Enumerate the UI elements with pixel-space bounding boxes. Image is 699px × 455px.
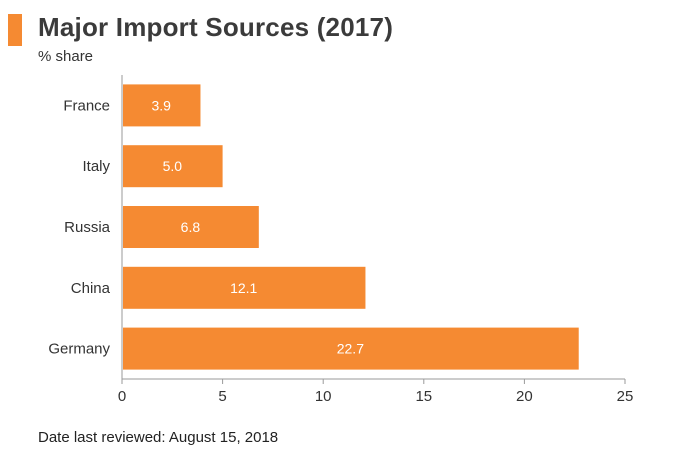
category-label-france: France bbox=[63, 97, 110, 114]
bar-france bbox=[123, 84, 201, 127]
value-label-germany: 22.7 bbox=[337, 341, 364, 357]
title-accent-bar bbox=[8, 14, 22, 46]
category-label-germany: Germany bbox=[48, 341, 110, 358]
value-label-italy: 5.0 bbox=[163, 158, 183, 174]
bar-germany bbox=[123, 327, 579, 370]
category-label-italy: Italy bbox=[82, 158, 110, 175]
chart-subtitle: % share bbox=[38, 48, 94, 65]
x-tick-label-25: 25 bbox=[617, 388, 634, 405]
x-tick-label-0: 0 bbox=[118, 388, 126, 405]
footer-review-date: Date last reviewed: August 15, 2018 bbox=[38, 429, 279, 446]
bar-russia bbox=[123, 206, 259, 248]
value-label-france: 3.9 bbox=[151, 97, 171, 113]
category-label-russia: Russia bbox=[64, 219, 111, 236]
x-tick-label-10: 10 bbox=[315, 388, 332, 405]
x-tick-label-20: 20 bbox=[516, 388, 533, 405]
value-label-russia: 6.8 bbox=[181, 219, 201, 235]
bar-italy bbox=[123, 145, 223, 188]
chart-title: Major Import Sources (2017) bbox=[38, 12, 394, 42]
x-tick-label-5: 5 bbox=[218, 388, 226, 405]
category-label-china: China bbox=[71, 280, 111, 297]
x-tick-label-15: 15 bbox=[415, 388, 432, 405]
value-label-china: 12.1 bbox=[230, 280, 257, 296]
bar-china bbox=[123, 266, 366, 309]
